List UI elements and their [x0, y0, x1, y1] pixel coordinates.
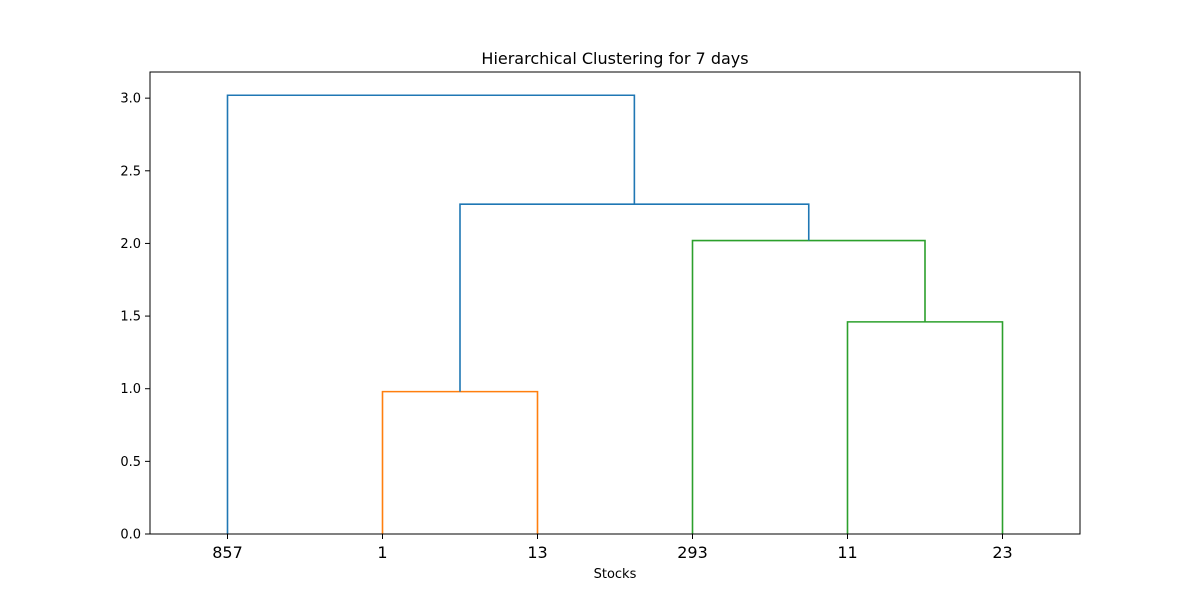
y-tick-label: 0.0 [120, 528, 141, 543]
dendrogram-link-2 [846, 321, 1004, 534]
dendrogram-link-1 [381, 390, 539, 534]
dendrogram-link-5 [226, 94, 636, 534]
y-tick-label: 2.5 [120, 164, 141, 179]
leaf-label: 11 [837, 543, 857, 562]
y-tick-label: 1.5 [120, 310, 141, 325]
y-tick-label: 2.0 [120, 237, 141, 252]
y-tick-label: 0.5 [120, 455, 141, 470]
leaf-label: 1 [377, 543, 387, 562]
y-tick-label: 3.0 [120, 92, 141, 107]
leaf-label: 23 [992, 543, 1012, 562]
leaf-label: 857 [212, 543, 243, 562]
dendrogram-link-4 [459, 203, 810, 392]
leaf-label: 293 [677, 543, 708, 562]
plot-frame [149, 71, 1081, 535]
x-axis-label: Stocks [594, 567, 637, 582]
x-axis: 857 1 13 293 11 23 [212, 534, 1013, 562]
chart-title: Hierarchical Clustering for 7 days [481, 49, 748, 68]
dendrogram-link-3 [691, 239, 926, 534]
y-axis: 0.0 0.5 1.0 1.5 2.0 2.5 3.0 [120, 92, 150, 543]
dendrogram-links [226, 94, 1004, 534]
y-tick-label: 1.0 [120, 382, 141, 397]
leaf-label: 13 [527, 543, 547, 562]
